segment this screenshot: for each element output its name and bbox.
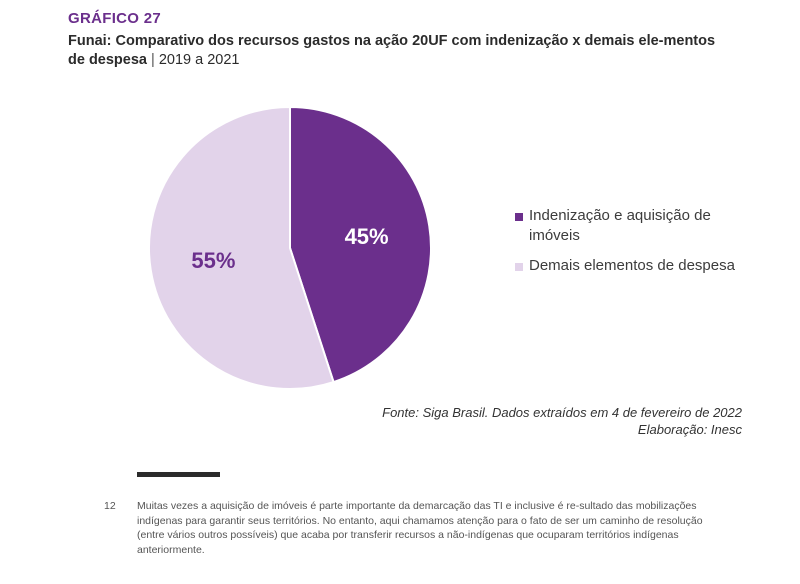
pie-slice-indenizacao [289,105,432,384]
chart-title-period: 2019 a 2021 [158,52,240,68]
legend-swatch-indenizacao [515,213,523,221]
footnote-divider [137,472,220,477]
chart-kicker: GRÁFICO 27 [68,10,162,27]
credit-line: Elaboração: Inesc [637,422,742,437]
source-line: Fonte: Siga Brasil. Dados extraídos em 4… [382,405,742,420]
legend-label-indenizacao: Indenização e aquisição de imóveis [529,207,711,244]
chart-title: Funai: Comparativo dos recursos gastos n… [68,32,718,70]
pie-label-demais: 55% [191,248,235,273]
pie-label-indenizacao: 45% [345,224,389,249]
chart-title-main: Funai: Comparativo dos recursos gastos n… [68,33,716,68]
chart-legend: Indenização e aquisição de imóveis Demai… [515,206,745,286]
footnote-text: Muitas vezes a aquisição de imóveis é pa… [137,500,703,556]
legend-item-demais: Demais elementos de despesa [515,256,745,276]
pie-slice-demais [148,105,335,390]
footnote-number: 12 [104,500,116,512]
legend-item-indenizacao: Indenização e aquisição de imóveis [515,206,745,246]
legend-swatch-demais [515,263,523,271]
chart-source: Fonte: Siga Brasil. Dados extraídos em 4… [382,404,742,438]
legend-label-demais: Demais elementos de despesa [529,257,735,274]
chart-title-separator: | [147,52,159,68]
